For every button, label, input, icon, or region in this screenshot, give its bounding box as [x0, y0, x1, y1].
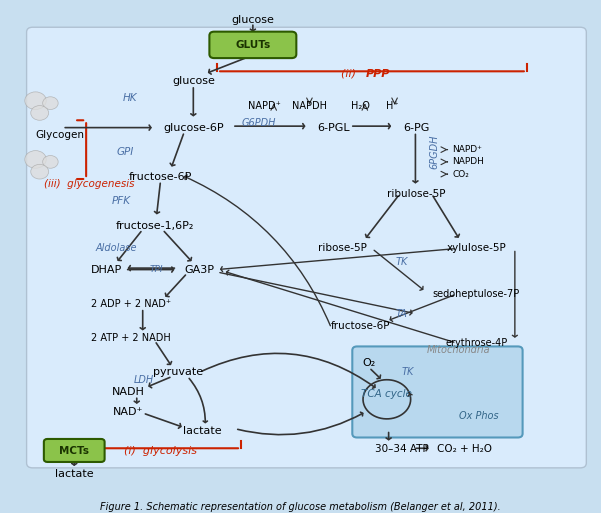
Text: fructose-6P: fructose-6P [331, 321, 390, 331]
Circle shape [43, 97, 58, 109]
Text: MCTs: MCTs [59, 446, 89, 456]
Text: GPI: GPI [117, 147, 134, 157]
FancyBboxPatch shape [26, 27, 587, 468]
Text: TK: TK [401, 367, 414, 378]
Text: PPP: PPP [366, 69, 390, 79]
Text: Glycogen: Glycogen [35, 130, 85, 140]
Text: 2 ATP + 2 NADH: 2 ATP + 2 NADH [91, 333, 171, 343]
Text: lactate: lactate [55, 469, 94, 479]
Text: ribose-5P: ribose-5P [318, 243, 367, 252]
Text: CO₂ + H₂O: CO₂ + H₂O [437, 444, 492, 454]
Text: Figure 1. Schematic representation of glucose metabolism (Belanger et al, 2011).: Figure 1. Schematic representation of gl… [100, 502, 501, 512]
Circle shape [25, 151, 46, 168]
Text: (ii): (ii) [341, 69, 363, 79]
Text: lactate: lactate [183, 426, 222, 436]
Text: O₂: O₂ [362, 358, 376, 368]
Text: LDH: LDH [134, 374, 154, 385]
Text: TK: TK [395, 257, 408, 267]
Text: erythrose-4P: erythrose-4P [445, 338, 507, 348]
Text: fructose-1,6P₂: fructose-1,6P₂ [115, 221, 194, 230]
Text: 6-PG: 6-PG [403, 123, 430, 133]
Text: TPI: TPI [150, 265, 163, 274]
Text: CO₂: CO₂ [453, 170, 469, 179]
Text: 6PGDH: 6PGDH [430, 135, 439, 169]
Text: pyruvate: pyruvate [153, 367, 204, 378]
Text: TCA cycle: TCA cycle [361, 389, 412, 400]
Circle shape [43, 155, 58, 168]
Text: xylulose-5P: xylulose-5P [447, 243, 506, 252]
Text: H⁺: H⁺ [386, 101, 399, 111]
Text: NAPDH: NAPDH [453, 157, 484, 166]
Text: PFK: PFK [112, 196, 131, 206]
Text: glucose-6P: glucose-6P [163, 123, 224, 133]
Text: (iii)  glycogenesis: (iii) glycogenesis [44, 179, 135, 189]
FancyBboxPatch shape [352, 346, 523, 438]
Text: NAPD⁺: NAPD⁺ [453, 145, 482, 154]
Text: TA: TA [396, 309, 407, 319]
Text: DHAP: DHAP [91, 265, 123, 274]
Circle shape [31, 106, 49, 120]
Text: H₂O: H₂O [350, 101, 370, 111]
Circle shape [31, 164, 49, 179]
Text: NAPD⁺: NAPD⁺ [248, 101, 281, 111]
Text: glucose: glucose [172, 76, 215, 86]
FancyBboxPatch shape [44, 439, 105, 462]
Text: Aldolase: Aldolase [95, 243, 137, 252]
Text: fructose-6P: fructose-6P [129, 171, 192, 182]
Text: (i)  glycolysis: (i) glycolysis [124, 446, 197, 456]
Text: glucose: glucose [231, 15, 274, 25]
Text: GA3P: GA3P [185, 265, 215, 274]
Text: Ox Phos: Ox Phos [459, 411, 499, 422]
Text: NAD⁺: NAD⁺ [112, 406, 143, 417]
Circle shape [25, 92, 46, 109]
Text: Mitochondria: Mitochondria [427, 345, 490, 356]
Text: 2 ADP + 2 NAD⁺: 2 ADP + 2 NAD⁺ [91, 299, 171, 309]
Text: NADH: NADH [111, 387, 144, 397]
Text: G6PDH: G6PDH [242, 117, 276, 128]
FancyBboxPatch shape [209, 32, 296, 58]
Text: ribulose-5P: ribulose-5P [388, 189, 446, 199]
Text: sedoheptulose-7P: sedoheptulose-7P [433, 289, 520, 299]
Text: HK: HK [122, 93, 137, 103]
Text: 6-PGL: 6-PGL [317, 123, 350, 133]
Text: GLUTs: GLUTs [235, 40, 270, 50]
Text: NAPDH: NAPDH [292, 101, 327, 111]
Text: 30–34 ATP: 30–34 ATP [375, 444, 429, 454]
